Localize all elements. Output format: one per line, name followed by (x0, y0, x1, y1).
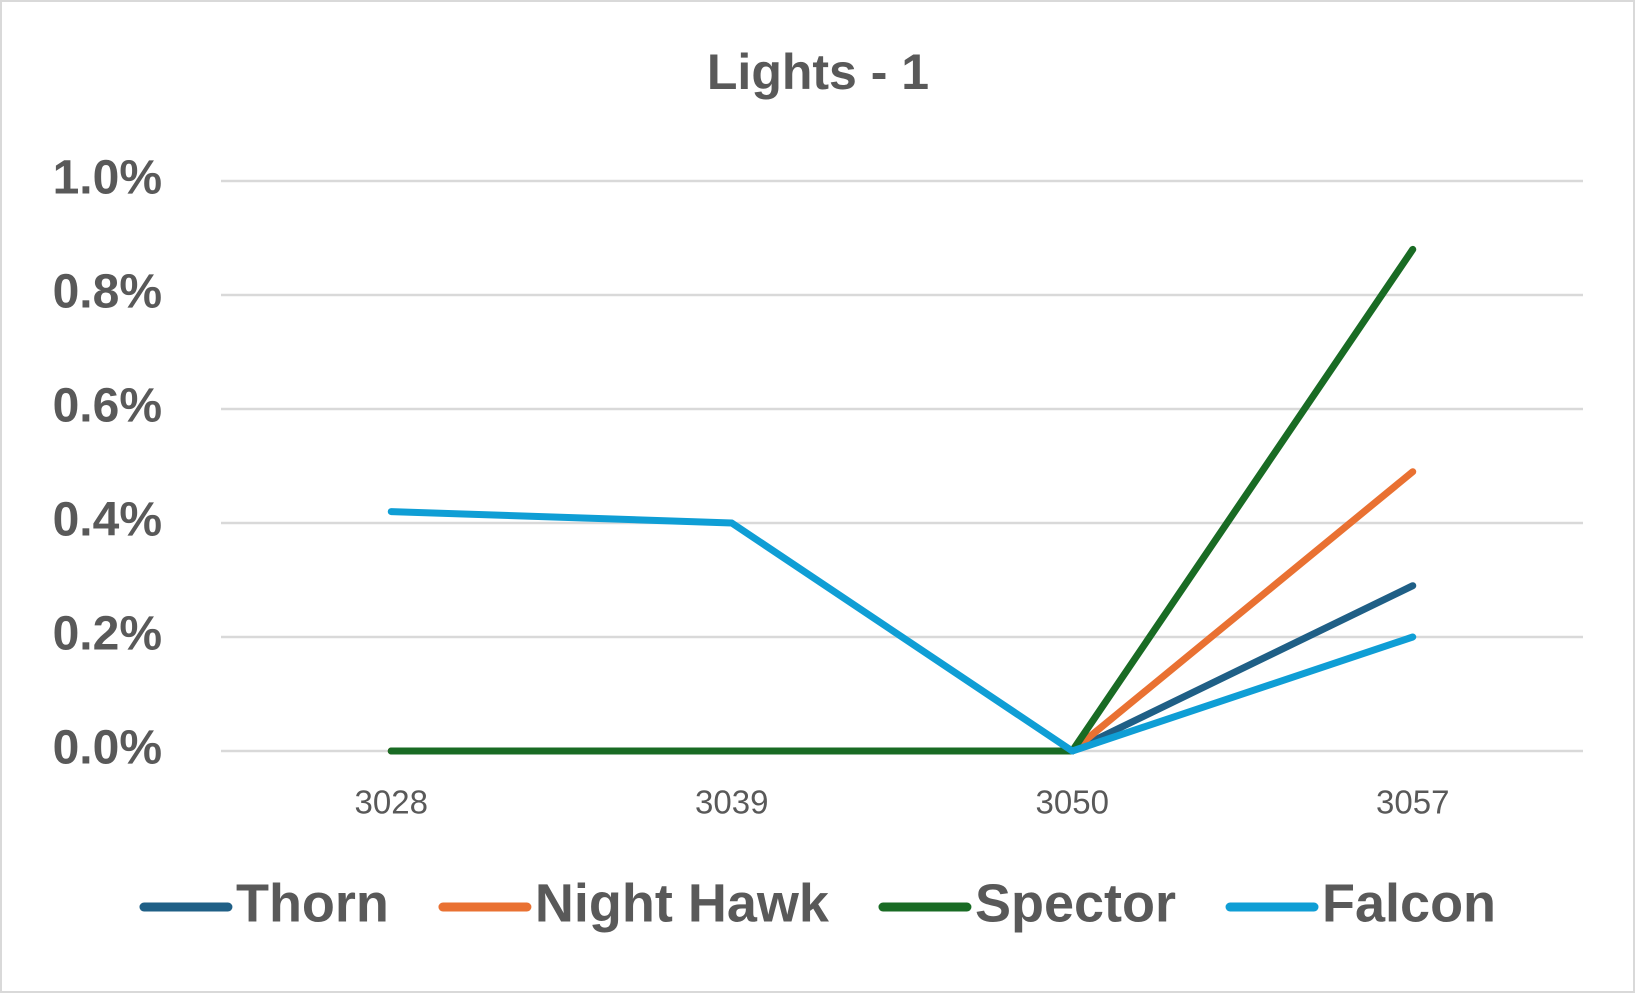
legend: Thorn Night Hawk Spector Falcon (139, 873, 1496, 933)
y-tick-label: 0.8% (53, 266, 162, 319)
series-line (387, 245, 1417, 755)
y-tick-label: 0.6% (53, 380, 162, 433)
y-tick-label: 0.4% (53, 494, 162, 547)
legend-label: Night Hawk (535, 873, 830, 933)
x-tick-label: 3028 (355, 784, 428, 821)
legend-label: Spector (975, 873, 1176, 933)
y-tick-label: 0.2% (53, 608, 162, 661)
x-tick-label: 3050 (1036, 784, 1109, 821)
y-tick-label: 0.0% (53, 722, 162, 775)
legend-label: Thorn (236, 873, 389, 933)
series-line (387, 508, 1417, 755)
y-tick-label: 1.0% (53, 152, 162, 205)
x-tick-label: 3057 (1376, 784, 1449, 821)
chart-title: Lights - 1 (707, 44, 929, 100)
x-tick-label: 3039 (695, 784, 768, 821)
legend-label: Falcon (1322, 873, 1496, 933)
